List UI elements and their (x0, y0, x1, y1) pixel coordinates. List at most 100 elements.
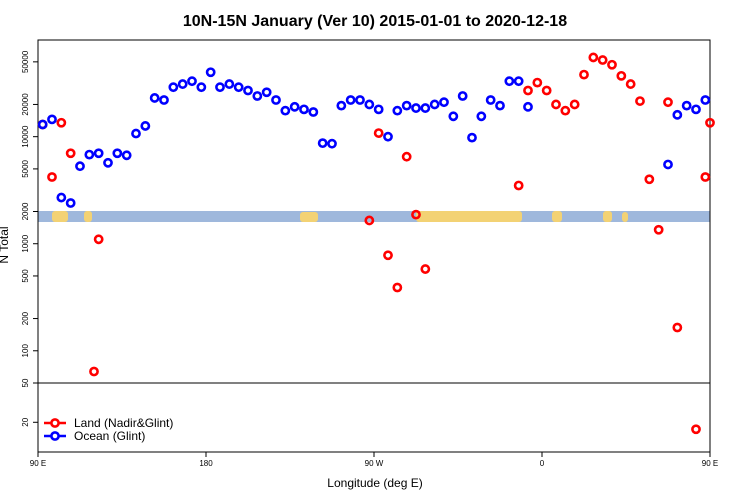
map-land-patch (552, 211, 562, 222)
ocean-point (168, 82, 179, 93)
x-tick-label: 180 (199, 459, 213, 468)
ocean-point (420, 103, 431, 113)
x-axis-label: Longitude (deg E) (327, 476, 422, 490)
map-land-patch (300, 212, 318, 222)
chart-title: 10N-15N January (Ver 10) 2015-01-01 to 2… (183, 13, 567, 30)
y-tick-label: 100 (21, 344, 30, 358)
x-tick-label: 90 E (702, 459, 718, 468)
map-strip (38, 211, 710, 222)
ocean-point (672, 109, 683, 120)
land-point (551, 99, 561, 110)
ocean-point (513, 76, 524, 87)
land-point (411, 209, 421, 220)
land-point (532, 77, 543, 88)
ocean-point (159, 95, 169, 105)
ocean-point (411, 103, 421, 113)
y-tick-label: 50 (21, 378, 30, 387)
map-land-patch (416, 211, 522, 222)
map-land-patch (622, 212, 628, 222)
land-point (373, 128, 384, 138)
ocean-point (205, 67, 216, 78)
ocean-point (681, 100, 692, 111)
y-tick-label: 10000 (21, 125, 30, 148)
ocean-point (65, 198, 76, 208)
data-points (37, 52, 715, 435)
ocean-point (299, 104, 309, 115)
y-tick-label: 1000 (21, 234, 30, 252)
legend-marker (50, 418, 60, 428)
ocean-point (495, 100, 505, 111)
ocean-point (75, 161, 85, 172)
ocean-point (439, 97, 449, 108)
ocean-point (700, 95, 711, 105)
land-point (47, 172, 57, 182)
ocean-point (364, 99, 375, 110)
x-ticks: 90 E 180 90 W 0 90 E (30, 452, 718, 468)
y-tick-label: 50000 (21, 50, 30, 73)
plot-frame (37, 39, 711, 453)
ocean-point (355, 95, 365, 105)
map-land-patch (84, 211, 92, 222)
ocean-point (663, 159, 673, 170)
ocean-point (177, 79, 188, 89)
ocean-point (429, 99, 440, 110)
ocean-point (196, 82, 207, 93)
ocean-point (224, 79, 235, 89)
ocean-point (252, 91, 263, 101)
ocean-point (327, 138, 337, 149)
x-tick-label: 90 E (30, 459, 46, 468)
y-tick-label: 200 (21, 311, 30, 325)
land-point (93, 234, 104, 245)
ocean-point (289, 101, 300, 112)
y-tick-label: 5000 (21, 159, 30, 177)
ocean-point (271, 95, 281, 105)
land-point (65, 148, 76, 159)
land-point (691, 424, 701, 435)
land-point (420, 264, 431, 274)
land-point (705, 117, 715, 128)
map-land-patch (603, 211, 612, 222)
ocean-point (485, 95, 496, 105)
land-point (644, 174, 655, 185)
land-point (653, 224, 664, 235)
land-point (625, 79, 636, 89)
ocean-point (187, 76, 197, 87)
ocean-point (691, 104, 701, 115)
ocean-point (37, 119, 48, 130)
y-tick-label: 500 (21, 269, 30, 283)
land-point (560, 105, 571, 116)
land-point (607, 59, 617, 70)
ocean-point (233, 82, 244, 93)
land-point (588, 52, 599, 63)
land-point (89, 366, 99, 377)
ocean-point (457, 91, 468, 101)
land-point (541, 85, 552, 96)
legend-label: Ocean (Glint) (74, 429, 145, 443)
axes (37, 39, 711, 453)
land-point (513, 180, 524, 191)
y-tick-label: 20000 (21, 93, 30, 116)
ocean-point (149, 93, 160, 103)
land-point (616, 70, 627, 81)
land-point (56, 117, 67, 128)
map-ocean-band (38, 211, 710, 222)
ocean-point (47, 114, 57, 125)
ocean-point (336, 100, 347, 111)
ocean-point (243, 85, 253, 96)
ocean-point (373, 104, 384, 115)
ocean-point (112, 148, 123, 159)
ocean-point (280, 105, 291, 116)
ocean-point (131, 128, 141, 139)
y-tick-label: 20 (21, 417, 30, 426)
ocean-point (476, 111, 487, 122)
land-point (383, 250, 393, 261)
land-point (523, 85, 533, 96)
land-point (364, 215, 375, 226)
land-point (579, 69, 589, 80)
ocean-point (56, 192, 67, 203)
land-point (401, 151, 412, 162)
ocean-point (317, 138, 328, 149)
ocean-point (448, 111, 459, 122)
legend: Land (Nadir&Glint)Ocean (Glint) (44, 416, 173, 443)
